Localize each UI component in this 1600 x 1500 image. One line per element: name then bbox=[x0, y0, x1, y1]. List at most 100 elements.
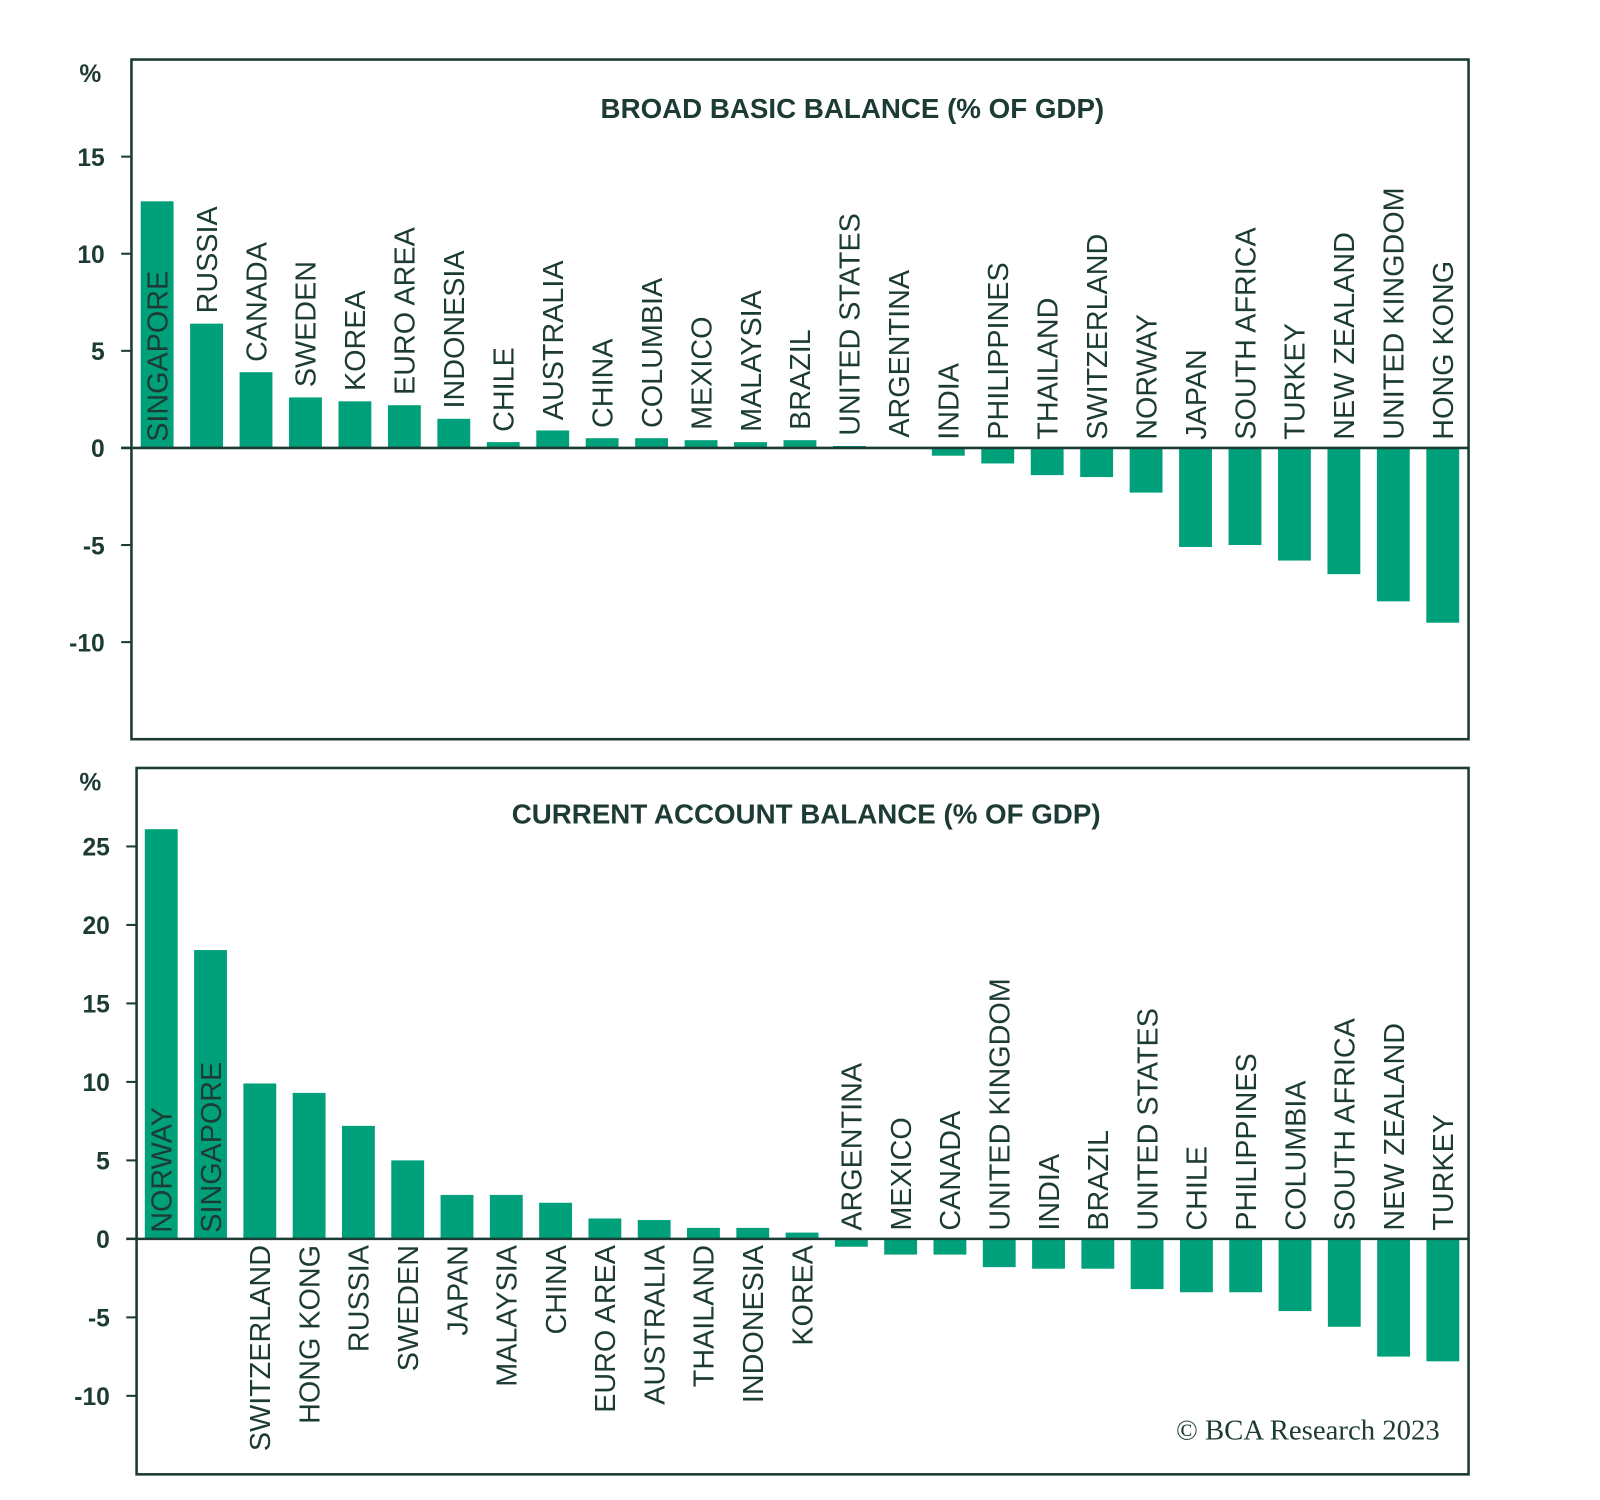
bar bbox=[1327, 1238, 1361, 1327]
bar bbox=[489, 1194, 523, 1239]
category-label: THAILAND bbox=[689, 1245, 721, 1387]
plot-frame bbox=[135, 766, 1470, 1476]
copyright: © BCA Research 2023 bbox=[1176, 1414, 1440, 1446]
category-label: INDIA bbox=[1034, 1153, 1066, 1230]
category-label: INDIA bbox=[934, 362, 966, 439]
bar bbox=[190, 323, 224, 448]
bar bbox=[539, 1202, 573, 1239]
bar bbox=[341, 1125, 375, 1239]
bar bbox=[1426, 447, 1460, 623]
category-label: SINGAPORE bbox=[142, 271, 174, 442]
category-label: NORWAY bbox=[146, 1107, 178, 1233]
category-label: RUSSIA bbox=[344, 1244, 376, 1352]
bar bbox=[1228, 447, 1262, 546]
category-label: SOUTH AFRICA bbox=[1230, 226, 1262, 439]
bar bbox=[338, 401, 372, 448]
y-tick-label: -10 bbox=[69, 630, 105, 657]
bar bbox=[1376, 447, 1410, 602]
y-tick-label: 15 bbox=[82, 992, 110, 1019]
category-label: EURO AREA bbox=[390, 226, 422, 395]
category-label: BRAZIL bbox=[1083, 1130, 1115, 1231]
category-label: PHILIPPINES bbox=[1231, 1053, 1263, 1230]
category-label: CHINA bbox=[587, 338, 619, 428]
category-label: ARGENTINA bbox=[884, 269, 916, 438]
bar bbox=[243, 1083, 277, 1239]
category-label: MALAYSIA bbox=[492, 1244, 524, 1386]
category-label: COLUMBIA bbox=[1280, 1080, 1312, 1231]
category-label: INDONESIA bbox=[738, 1244, 770, 1403]
bar bbox=[1426, 1238, 1460, 1362]
bar bbox=[239, 372, 273, 448]
bar bbox=[931, 447, 965, 456]
bar bbox=[289, 397, 322, 448]
y-axis-unit: % bbox=[79, 61, 101, 88]
bar bbox=[536, 430, 570, 448]
bar bbox=[981, 447, 1015, 464]
bar bbox=[1327, 447, 1361, 575]
panel-broad-basic-balance: BROAD BASIC BALANCE (% OF GDP)% -10 -5 0 5 10… bbox=[69, 58, 1470, 741]
category-label: UNITED STATES bbox=[835, 213, 867, 436]
bar bbox=[437, 418, 471, 448]
bar bbox=[387, 405, 421, 448]
y-tick-label: 15 bbox=[77, 145, 105, 172]
bar bbox=[1179, 447, 1212, 547]
category-label: UNITED KINGDOM bbox=[984, 978, 1016, 1230]
y-tick-label: -10 bbox=[74, 1384, 110, 1411]
category-label: NEW ZEALAND bbox=[1329, 232, 1361, 440]
category-label: CHILE bbox=[489, 347, 521, 432]
bar bbox=[933, 1238, 967, 1255]
bar bbox=[1032, 1238, 1065, 1269]
bar bbox=[440, 1194, 474, 1239]
bar bbox=[391, 1160, 425, 1239]
y-tick-label: 10 bbox=[82, 1070, 109, 1097]
category-label: KOREA bbox=[340, 290, 372, 391]
y-tick-label: 0 bbox=[91, 436, 105, 463]
category-label: NORWAY bbox=[1131, 314, 1163, 440]
category-label: MALAYSIA bbox=[736, 289, 768, 431]
category-label: CANADA bbox=[935, 1110, 967, 1231]
category-label: TURKEY bbox=[1280, 323, 1312, 440]
y-tick-label: -5 bbox=[88, 1306, 110, 1333]
bar bbox=[585, 438, 619, 448]
y-axis-unit: % bbox=[79, 770, 101, 797]
category-label: JAPAN bbox=[442, 1245, 474, 1336]
category-label: EURO AREA bbox=[590, 1244, 622, 1413]
category-label: ARGENTINA bbox=[837, 1062, 869, 1231]
category-label: AUSTRALIA bbox=[639, 1244, 671, 1405]
bar bbox=[1080, 447, 1114, 478]
bar bbox=[884, 1238, 918, 1255]
category-label: COLUMBIA bbox=[637, 277, 669, 428]
category-label: SWEDEN bbox=[291, 261, 323, 387]
category-label: TURKEY bbox=[1428, 1114, 1460, 1231]
bar bbox=[684, 440, 718, 448]
y-tick-label: 25 bbox=[82, 835, 110, 862]
category-label: HONG KONG bbox=[1428, 261, 1460, 440]
y-tick-label: 20 bbox=[82, 913, 109, 940]
bar bbox=[785, 1232, 819, 1239]
category-label: SWEDEN bbox=[393, 1245, 425, 1371]
category-label: INDONESIA bbox=[439, 250, 471, 409]
chart-title: CURRENT ACCOUNT BALANCE (% OF GDP) bbox=[512, 798, 1101, 829]
bar bbox=[486, 442, 520, 448]
bar bbox=[635, 438, 669, 448]
chart-title: BROAD BASIC BALANCE (% OF GDP) bbox=[601, 93, 1105, 124]
category-label: CHINA bbox=[541, 1244, 573, 1334]
category-label: CHILE bbox=[1182, 1146, 1214, 1231]
category-label: SINGAPORE bbox=[196, 1062, 228, 1233]
category-label: UNITED STATES bbox=[1132, 1008, 1164, 1231]
plot-frame bbox=[130, 58, 1470, 741]
bar bbox=[588, 1218, 622, 1239]
category-label: RUSSIA bbox=[192, 206, 224, 314]
y-tick-label: -5 bbox=[83, 533, 105, 560]
bar bbox=[1129, 447, 1163, 493]
bar bbox=[736, 1227, 770, 1239]
category-label: SWITZERLAND bbox=[1082, 234, 1114, 440]
y-tick-label: 0 bbox=[96, 1227, 110, 1254]
bar bbox=[1277, 447, 1311, 561]
bar bbox=[140, 201, 174, 448]
category-label: AUSTRALIA bbox=[538, 260, 570, 421]
y-tick-label: 5 bbox=[91, 339, 105, 366]
category-label: MEXICO bbox=[886, 1117, 918, 1230]
category-label: PHILIPPINES bbox=[983, 262, 1015, 439]
